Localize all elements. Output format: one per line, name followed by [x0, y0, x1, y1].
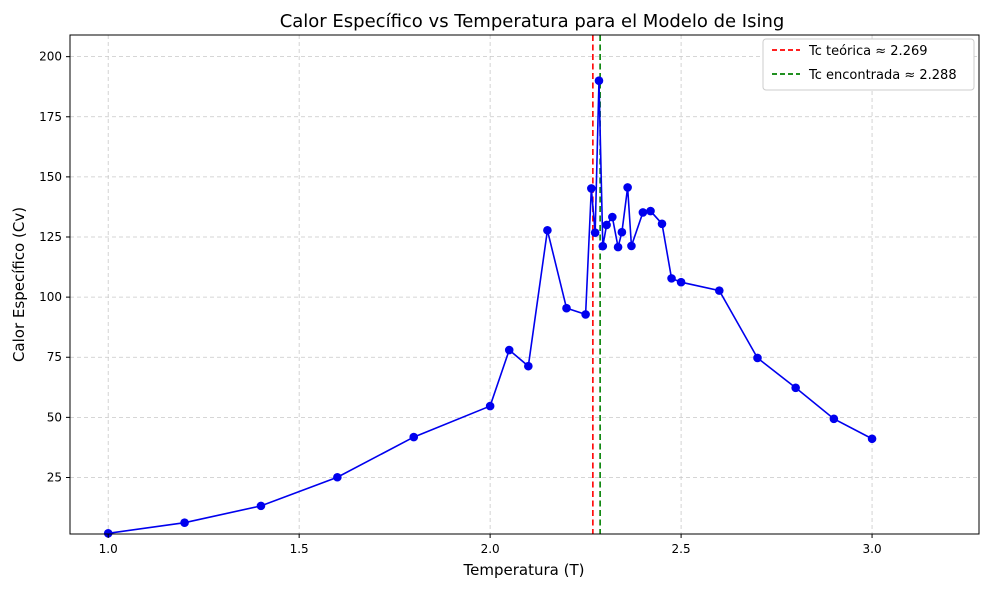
data-point: [791, 383, 800, 393]
x-tick-label: 1.5: [290, 542, 309, 556]
y-tick-label: 175: [39, 110, 62, 124]
data-point: [646, 206, 655, 216]
data-point: [676, 277, 686, 287]
data-point: [638, 208, 648, 217]
data-point: [867, 434, 877, 444]
y-tick-label: 100: [39, 290, 62, 304]
y-axis-ticks: 25 50 75 100 125 150 175 200: [39, 50, 70, 484]
data-point: [562, 303, 571, 313]
legend: Tc teórica ≈ 2.269 Tc encontrada ≈ 2.288: [762, 38, 975, 91]
data-point: [613, 242, 623, 252]
legend-label-tc-encontrada: Tc encontrada ≈ 2.288: [808, 68, 957, 83]
data-point: [623, 183, 632, 192]
data-point: [753, 353, 762, 363]
data-point: [594, 76, 604, 85]
data-point: [657, 219, 667, 229]
grid: [70, 35, 979, 534]
x-axis-label: Temperatura (T): [463, 561, 585, 579]
legend-label-tc-teorica: Tc teórica ≈ 2.269: [808, 44, 928, 59]
data-point: [587, 184, 596, 193]
y-axis-label: Calor Específico (Cv): [10, 207, 28, 362]
data-point: [617, 227, 627, 237]
data-point: [608, 212, 617, 222]
x-tick-label: 2.5: [672, 542, 691, 556]
x-tick-label: 2.0: [481, 542, 500, 556]
data-point: [180, 518, 189, 527]
data-point: [103, 528, 113, 538]
data-point: [485, 401, 495, 411]
data-point: [524, 361, 533, 371]
y-tick-label: 200: [39, 50, 62, 64]
series-layer: [103, 76, 877, 538]
y-tick-label: 75: [47, 350, 62, 364]
data-point: [256, 501, 266, 511]
data-point: [714, 286, 724, 295]
y-tick-label: 50: [47, 410, 62, 424]
data-point: [590, 228, 600, 237]
data-point: [581, 310, 590, 319]
plot-frame: [69, 34, 980, 535]
x-tick-label: 3.0: [863, 542, 882, 556]
reference-lines: [592, 35, 601, 534]
data-point: [409, 432, 419, 442]
legend-box: [762, 38, 975, 91]
y-tick-label: 150: [39, 170, 62, 184]
data-point: [602, 220, 611, 230]
data-point: [829, 414, 839, 424]
data-point: [333, 472, 342, 482]
data-point: [627, 241, 636, 251]
data-point: [543, 225, 552, 235]
x-axis-ticks: 1.0 1.5 2.0 2.5 3.0: [99, 534, 882, 556]
data-point: [598, 241, 608, 251]
y-tick-label: 125: [39, 230, 62, 244]
data-point: [667, 274, 676, 283]
x-tick-label: 1.0: [99, 542, 118, 556]
y-tick-label: 25: [47, 470, 62, 484]
data-point: [504, 345, 514, 355]
chart-title: Calor Específico vs Temperatura para el …: [280, 11, 785, 32]
